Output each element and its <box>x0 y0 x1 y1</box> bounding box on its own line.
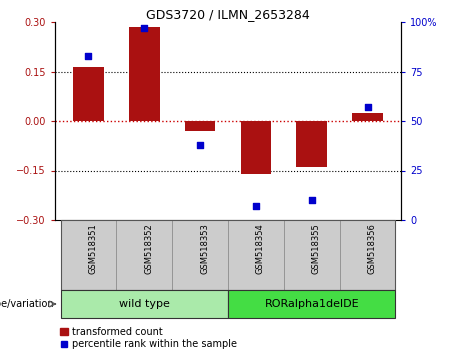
Bar <box>241 121 271 174</box>
Bar <box>340 220 396 290</box>
Text: GSM518354: GSM518354 <box>256 223 265 274</box>
Point <box>364 104 371 110</box>
Point <box>85 53 92 58</box>
Point <box>308 198 315 203</box>
Text: RORalpha1delDE: RORalpha1delDE <box>265 299 359 309</box>
Text: GSM518351: GSM518351 <box>89 223 97 274</box>
Bar <box>228 290 396 318</box>
Bar <box>116 220 172 290</box>
Point <box>141 25 148 31</box>
Text: GSM518352: GSM518352 <box>144 223 154 274</box>
Bar <box>228 220 284 290</box>
Legend: transformed count, percentile rank within the sample: transformed count, percentile rank withi… <box>60 327 236 349</box>
Text: genotype/variation: genotype/variation <box>0 299 54 309</box>
Bar <box>73 67 104 121</box>
Bar <box>185 121 215 131</box>
Bar <box>352 113 383 121</box>
Bar <box>60 290 228 318</box>
Bar <box>172 220 228 290</box>
Text: wild type: wild type <box>119 299 170 309</box>
Bar <box>129 27 160 121</box>
Title: GDS3720 / ILMN_2653284: GDS3720 / ILMN_2653284 <box>146 8 310 21</box>
Point <box>196 142 204 148</box>
Point <box>252 203 260 209</box>
Text: GSM518355: GSM518355 <box>312 223 321 274</box>
Bar <box>296 121 327 167</box>
Bar <box>60 220 116 290</box>
Text: GSM518353: GSM518353 <box>200 223 209 274</box>
Text: GSM518356: GSM518356 <box>367 223 377 274</box>
Bar <box>284 220 340 290</box>
